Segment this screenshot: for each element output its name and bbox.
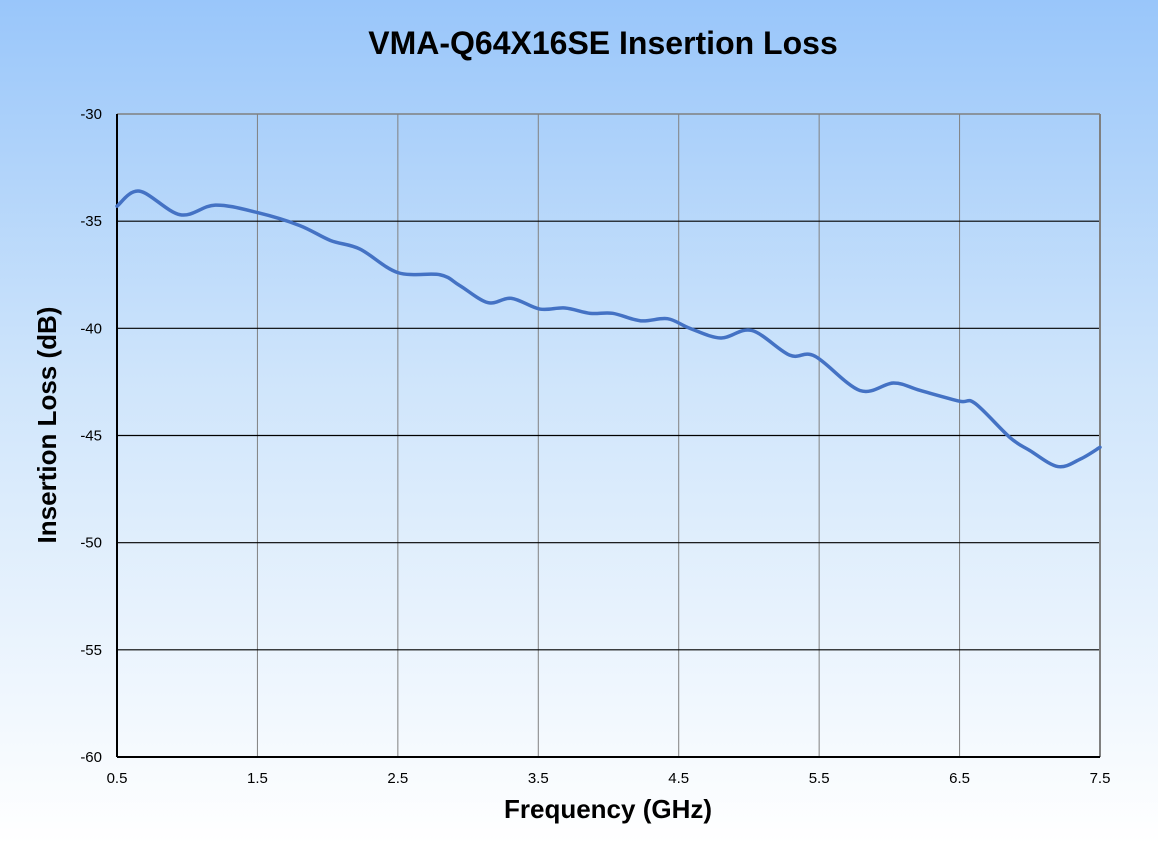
y-tick-label: -45 bbox=[80, 428, 102, 445]
y-tick-label: -40 bbox=[80, 320, 102, 337]
y-tick-label: -35 bbox=[80, 213, 102, 230]
series-line bbox=[115, 189, 1102, 469]
x-tick-label: 3.5 bbox=[528, 770, 549, 787]
y-tick-label: -55 bbox=[80, 642, 102, 659]
y-tick-label: -60 bbox=[80, 749, 102, 766]
chart-title: VMA-Q64X16SE Insertion Loss bbox=[368, 25, 837, 61]
y-axis-label: Insertion Loss (dB) bbox=[32, 307, 62, 544]
x-tick-label: 4.5 bbox=[668, 770, 689, 787]
x-tick-label: 0.5 bbox=[107, 770, 128, 787]
x-tick-label: 2.5 bbox=[387, 770, 408, 787]
y-tick-label: -50 bbox=[80, 535, 102, 552]
x-axis-label: Frequency (GHz) bbox=[504, 794, 712, 824]
x-tick-label: 5.5 bbox=[809, 770, 830, 787]
y-tick-label: -30 bbox=[80, 106, 102, 123]
x-tick-label: 1.5 bbox=[247, 770, 268, 787]
x-tick-label: 6.5 bbox=[949, 770, 970, 787]
x-tick-label: 7.5 bbox=[1090, 770, 1111, 787]
